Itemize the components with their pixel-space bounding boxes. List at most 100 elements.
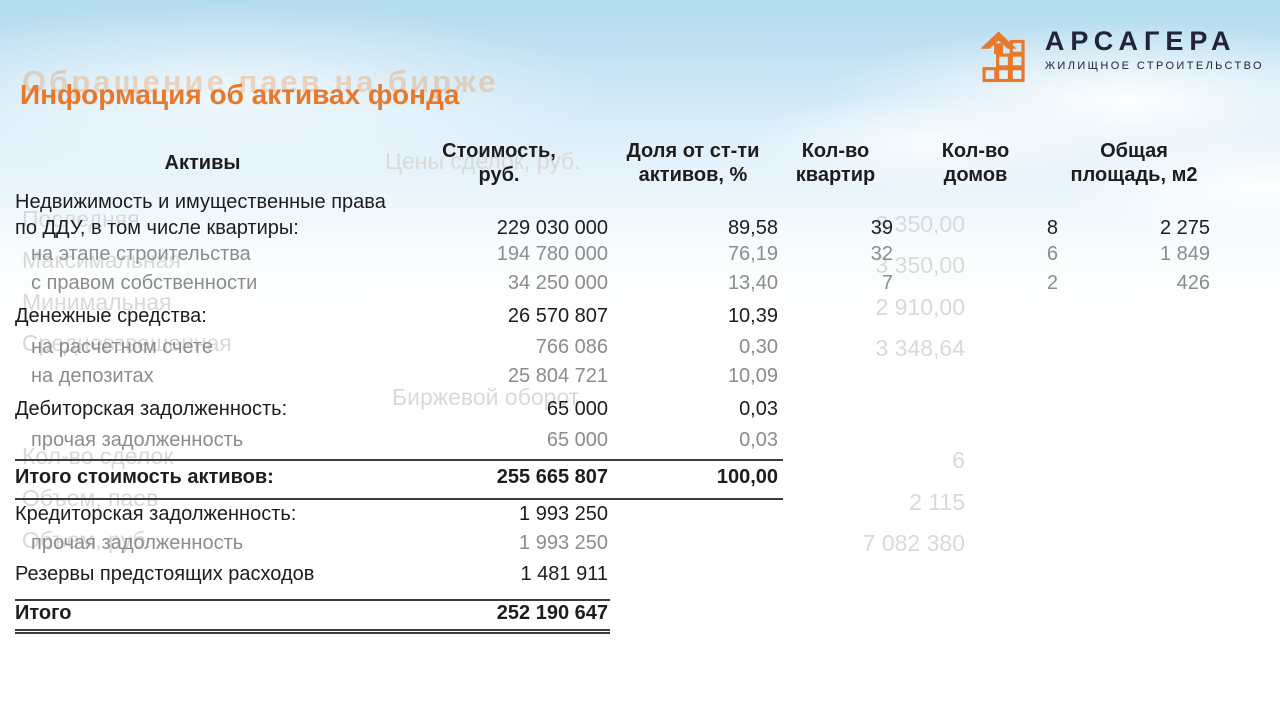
row-value: 766 086	[535, 336, 608, 358]
row-houses: 6	[1046, 243, 1058, 265]
header-value: Стоимость, руб.	[442, 140, 556, 186]
table-row-reserves: Резервы предстоящих расходов 1 481 911	[15, 561, 1210, 593]
table-row-real-estate: Недвижимость и имущественные права по ДД…	[15, 190, 1210, 242]
row-value: 1 993 250	[519, 503, 608, 525]
row-value: 255 665 807	[496, 466, 608, 489]
header-houses: Кол-во домов	[941, 140, 1010, 186]
row-label: Дебиторская задолженность:	[15, 398, 288, 421]
table-row-settlement-account: на расчетном счете 766 086 0,30	[15, 335, 1210, 364]
row-houses	[893, 423, 1058, 428]
row-area	[1058, 588, 1210, 593]
row-label: Кредиторская задолженность:	[15, 503, 297, 525]
row-label: с правом собственности	[31, 272, 258, 294]
row-houses	[893, 454, 1058, 459]
row-share: 10,39	[727, 305, 778, 328]
separator-line	[15, 459, 783, 461]
table-row-payables: Кредиторская задолженность: 1 993 250	[15, 502, 1210, 531]
logo-brand-name: АРСАГЕРА	[1044, 26, 1237, 56]
row-label: прочая задолженность	[31, 532, 244, 554]
row-houses: 8	[1046, 216, 1058, 239]
fund-assets-table: Активы Стоимость, руб. Доля от ст-ти акт…	[15, 138, 1210, 634]
row-area: 1 849	[1159, 243, 1210, 265]
logo-text: АРСАГЕРА ЖИЛИЩНОЕ СТРОИТЕЛЬСТВО	[1045, 26, 1264, 72]
row-apartments: 7	[881, 272, 893, 294]
row-area	[1058, 390, 1210, 395]
row-share	[608, 557, 778, 562]
header-area: Общая площадь, м2	[1070, 140, 1198, 186]
row-houses	[893, 361, 1058, 366]
row-label: на этапе строительства	[31, 243, 251, 265]
row-label: на расчетном счете	[31, 336, 213, 358]
row-value: 252 190 647	[496, 602, 608, 624]
row-share: 76,19	[727, 243, 778, 265]
table-row-under-construction: на этапе строительства 194 780 000 76,19…	[15, 242, 1210, 271]
row-label: Итого	[15, 602, 72, 624]
row-share	[608, 588, 778, 593]
row-apartments	[778, 627, 893, 632]
row-area	[1058, 423, 1210, 428]
building-arrow-icon	[980, 31, 1025, 83]
table-row-total-assets: Итого стоимость активов: 255 665 807 100…	[15, 463, 1210, 496]
row-apartments: 32	[870, 243, 893, 265]
row-apartments	[778, 528, 893, 533]
row-value: 25 804 721	[507, 365, 608, 387]
row-share: 100,00	[716, 466, 778, 489]
row-share: 89,58	[727, 216, 778, 239]
row-houses	[893, 330, 1058, 335]
row-share: 13,40	[727, 272, 778, 294]
company-logo: АРСАГЕРА ЖИЛИЩНОЕ СТРОИТЕЛЬСТВО	[975, 26, 1264, 84]
header-assets: Активы	[164, 152, 241, 175]
row-share: 10,09	[727, 365, 778, 387]
double-underline	[15, 629, 610, 634]
row-apartments	[778, 423, 893, 428]
row-area	[1058, 361, 1210, 366]
row-value: 194 780 000	[496, 243, 608, 265]
logo-tagline: ЖИЛИЩНОЕ СТРОИТЕЛЬСТВО	[1044, 60, 1264, 72]
row-value: 65 000	[546, 429, 608, 451]
table-row-receivables: Дебиторская задолженность: 65 000 0,03	[15, 394, 1210, 428]
table-row-with-ownership: с правом собственности 34 250 000 13,40 …	[15, 271, 1210, 300]
page-title: Информация об активах фонда	[20, 79, 460, 110]
row-apartments	[778, 588, 893, 593]
row-value: 26 570 807	[507, 305, 608, 328]
table-row-other-receivables: прочая задолженность 65 000 0,03	[15, 428, 1210, 457]
row-area	[1058, 454, 1210, 459]
row-label: Резервы предстоящих расходов	[15, 563, 315, 586]
table-row-grand-total: Итого 252 190 647	[15, 601, 1210, 629]
row-share: 0,03	[739, 429, 778, 451]
row-houses	[893, 588, 1058, 593]
row-apartments	[778, 491, 893, 496]
row-label: Итого стоимость активов:	[15, 466, 274, 489]
row-share: 0,03	[739, 398, 778, 421]
row-area: 426	[1176, 272, 1210, 294]
row-houses	[893, 557, 1058, 562]
row-value: 34 250 000	[507, 272, 608, 294]
row-share	[608, 528, 778, 533]
row-area	[1058, 330, 1210, 335]
row-area	[1058, 528, 1210, 533]
row-share	[608, 627, 778, 632]
row-apartments: 39	[870, 216, 893, 239]
row-label: прочая задолженность	[31, 429, 244, 451]
table-row-other-payables: прочая задолженность 1 993 250	[15, 531, 1210, 561]
row-value: 1 993 250	[519, 532, 608, 554]
row-apartments	[778, 361, 893, 366]
row-houses: 2	[1046, 272, 1058, 294]
row-value: 65 000	[546, 398, 608, 421]
row-apartments	[778, 454, 893, 459]
separator-line	[15, 599, 610, 601]
row-houses	[893, 491, 1058, 496]
separator-line	[15, 498, 783, 500]
row-area	[1058, 627, 1210, 632]
table-row-cash: Денежные средства: 26 570 807 10,39	[15, 300, 1210, 335]
row-apartments	[778, 557, 893, 562]
row-share: 0,30	[739, 336, 778, 358]
row-label: Денежные средства:	[15, 305, 207, 328]
row-houses	[893, 528, 1058, 533]
row-value: 229 030 000	[496, 216, 608, 239]
header-share: Доля от ст-ти активов, %	[626, 140, 760, 186]
table-header-row: Активы Стоимость, руб. Доля от ст-ти акт…	[15, 138, 1210, 190]
table-row-deposits: на депозитах 25 804 721 10,09	[15, 364, 1210, 394]
row-apartments	[778, 330, 893, 335]
